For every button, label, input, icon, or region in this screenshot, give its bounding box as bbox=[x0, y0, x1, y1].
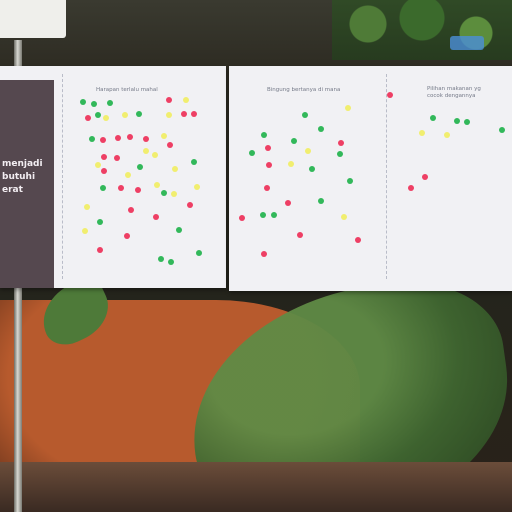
yellow-dot bbox=[419, 130, 425, 136]
green-dot bbox=[249, 150, 255, 156]
right-divider-line bbox=[386, 74, 387, 279]
yellow-dot bbox=[166, 112, 172, 118]
floor bbox=[0, 462, 512, 512]
red-dot bbox=[355, 237, 361, 243]
blue-object bbox=[450, 36, 484, 50]
red-dot bbox=[128, 207, 134, 213]
right-column-title-1: Bingung bertanya di mana bbox=[267, 87, 341, 93]
red-dot bbox=[297, 232, 303, 238]
green-dot bbox=[309, 166, 315, 172]
yellow-dot bbox=[95, 162, 101, 168]
green-dot bbox=[318, 126, 324, 132]
red-dot bbox=[101, 154, 107, 160]
right-survey-board: Bingung bertanya di mana Pilihan makanan… bbox=[229, 66, 512, 291]
yellow-dot bbox=[122, 112, 128, 118]
green-dot bbox=[137, 164, 143, 170]
red-dot bbox=[264, 185, 270, 191]
yellow-dot bbox=[154, 182, 160, 188]
yellow-dot bbox=[345, 105, 351, 111]
panel-text: menjadi butuhi erat bbox=[2, 158, 52, 197]
green-dot bbox=[464, 119, 470, 125]
left-divider-line bbox=[62, 74, 63, 279]
red-dot bbox=[114, 155, 120, 161]
green-dot bbox=[196, 250, 202, 256]
red-dot bbox=[97, 247, 103, 253]
yellow-dot bbox=[103, 115, 109, 121]
red-dot bbox=[191, 111, 197, 117]
red-dot bbox=[422, 174, 428, 180]
green-dot bbox=[318, 198, 324, 204]
green-dot bbox=[347, 178, 353, 184]
green-dot bbox=[136, 111, 142, 117]
red-dot bbox=[166, 97, 172, 103]
green-dot bbox=[191, 159, 197, 165]
yellow-dot bbox=[341, 214, 347, 220]
left-column-title: Harapan terlalu mahal bbox=[96, 87, 158, 93]
yellow-dot bbox=[143, 148, 149, 154]
red-dot bbox=[115, 135, 121, 141]
right-column-title-2: Pilihan makanan yg cocok dengannya bbox=[427, 86, 481, 99]
yellow-dot bbox=[183, 97, 189, 103]
background-plant bbox=[332, 0, 512, 60]
red-dot bbox=[85, 115, 91, 121]
green-dot bbox=[89, 136, 95, 142]
red-dot bbox=[127, 134, 133, 140]
red-dot bbox=[143, 136, 149, 142]
green-dot bbox=[260, 212, 266, 218]
yellow-dot bbox=[305, 148, 311, 154]
left-survey-board: menjadi butuhi erat Harapan terlalu maha… bbox=[0, 66, 226, 288]
yellow-dot bbox=[82, 228, 88, 234]
top-note-card bbox=[0, 0, 66, 38]
green-dot bbox=[95, 112, 101, 118]
red-dot bbox=[167, 142, 173, 148]
green-dot bbox=[337, 151, 343, 157]
yellow-dot bbox=[161, 133, 167, 139]
panel-line-2: butuhi bbox=[2, 172, 36, 182]
red-dot bbox=[135, 187, 141, 193]
red-dot bbox=[265, 145, 271, 151]
red-dot bbox=[100, 137, 106, 143]
green-dot bbox=[80, 99, 86, 105]
green-dot bbox=[454, 118, 460, 124]
red-dot bbox=[124, 233, 130, 239]
panel-line-1: menjadi bbox=[2, 159, 43, 169]
green-dot bbox=[91, 101, 97, 107]
green-dot bbox=[168, 259, 174, 265]
green-dot bbox=[291, 138, 297, 144]
red-dot bbox=[266, 162, 272, 168]
green-dot bbox=[499, 127, 505, 133]
red-dot bbox=[261, 251, 267, 257]
panel-line-3: erat bbox=[2, 185, 23, 195]
red-dot bbox=[153, 214, 159, 220]
red-dot bbox=[408, 185, 414, 191]
yellow-dot bbox=[288, 161, 294, 167]
red-dot bbox=[101, 168, 107, 174]
yellow-dot bbox=[444, 132, 450, 138]
yellow-dot bbox=[125, 172, 131, 178]
green-dot bbox=[271, 212, 277, 218]
green-dot bbox=[97, 219, 103, 225]
green-dot bbox=[158, 256, 164, 262]
red-dot bbox=[285, 200, 291, 206]
green-dot bbox=[100, 185, 106, 191]
green-dot bbox=[261, 132, 267, 138]
red-dot bbox=[338, 140, 344, 146]
red-dot bbox=[239, 215, 245, 221]
green-dot bbox=[161, 190, 167, 196]
red-dot bbox=[181, 111, 187, 117]
green-dot bbox=[302, 112, 308, 118]
green-dot bbox=[176, 227, 182, 233]
green-dot bbox=[430, 115, 436, 121]
yellow-dot bbox=[152, 152, 158, 158]
dark-text-panel: menjadi butuhi erat bbox=[0, 80, 54, 288]
green-dot bbox=[107, 100, 113, 106]
yellow-dot bbox=[172, 166, 178, 172]
yellow-dot bbox=[194, 184, 200, 190]
red-dot bbox=[387, 92, 393, 98]
yellow-dot bbox=[171, 191, 177, 197]
yellow-dot bbox=[84, 204, 90, 210]
red-dot bbox=[118, 185, 124, 191]
red-dot bbox=[187, 202, 193, 208]
